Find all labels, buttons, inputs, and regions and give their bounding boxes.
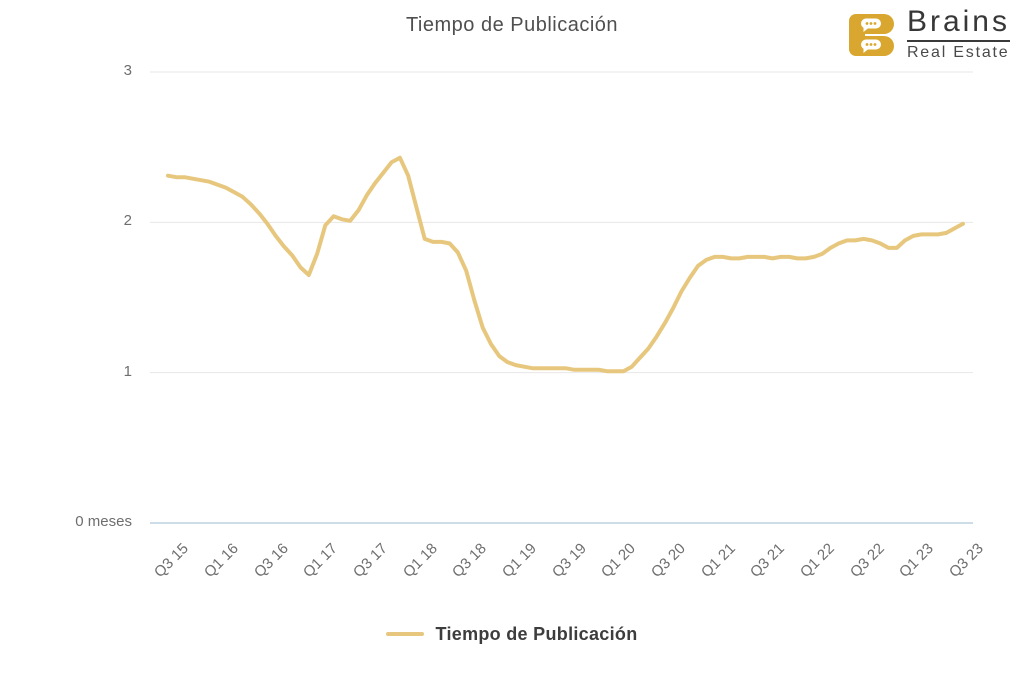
brand-subtitle: Real Estate bbox=[906, 44, 1010, 61]
chart-title: Tiempo de Publicación bbox=[405, 14, 619, 36]
brains-b-speech-bubble-icon bbox=[848, 13, 895, 57]
brand-logo: Brains Real Estate bbox=[848, 7, 1010, 62]
legend-item-label: Tiempo de Publicación bbox=[435, 623, 638, 644]
legend: Tiempo de Publicación bbox=[0, 620, 1024, 648]
brand-logo-text: Brains Real Estate bbox=[906, 7, 1010, 62]
y-axis-label: 3 bbox=[123, 62, 132, 79]
legend-line-swatch bbox=[386, 632, 425, 636]
y-axis-label: 2 bbox=[123, 212, 132, 230]
brand-name: Brains bbox=[906, 7, 1010, 42]
legend-item-tiempo-de-publicacion[interactable]: Tiempo de Publicación bbox=[386, 624, 637, 645]
y-axis-label: 0 meses bbox=[75, 513, 132, 530]
series-line-tiempo-de-publicacion bbox=[166, 155, 965, 374]
y-axis-label: 1 bbox=[123, 362, 132, 380]
